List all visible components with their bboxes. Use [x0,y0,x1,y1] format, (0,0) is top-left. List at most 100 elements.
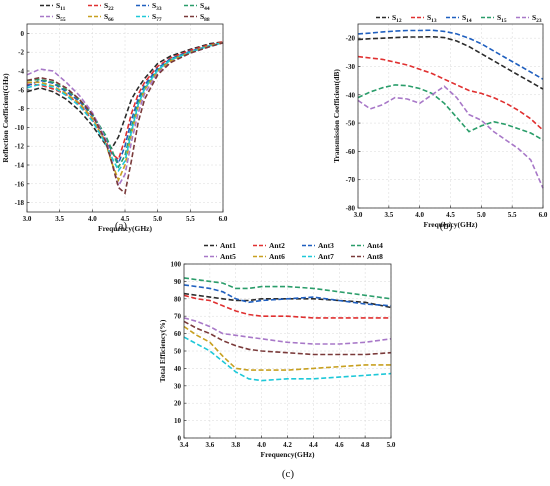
x-tick-label: 5.5 [508,211,517,219]
legend-item: S44 [184,1,210,12]
legend-label-subscript: 15 [501,18,507,24]
y-axis-label: Transmission Coefficient(dB) [332,69,341,163]
y-tick-label: 30 [174,382,182,390]
legend-label-text: Ant4 [367,241,383,250]
legend-label: S23 [532,13,542,24]
legend-item: Ant1 [204,241,236,250]
legend-label-text: Ant6 [269,252,285,261]
legend-item: Ant2 [253,241,285,250]
legend-label: S44 [200,1,210,12]
series-line-s66 [27,42,224,183]
legend-label-text: S [104,12,108,21]
y-tick-label: 40 [174,365,182,373]
legend: S12 S13 S14 S15 S23 [376,13,542,24]
legend-label: Ant5 [220,252,236,261]
legend-label-text: S [532,13,536,22]
panel-caption: (c) [282,468,295,480]
legend-label-subscript: 66 [108,17,114,23]
legend-item: S33 [136,1,162,12]
legend-item: Ant5 [204,252,236,261]
x-tick-label: 3.4 [180,441,189,449]
series-line-s77 [26,42,224,173]
x-tick-label: 3.5 [384,211,393,219]
series-line-s14 [357,29,544,80]
x-tick-label: 5.0 [387,441,396,449]
x-tick-label: 3.8 [231,441,240,449]
legend-item: S11 [40,1,66,12]
series-line-ant2 [183,294,391,319]
y-tick-label: -14 [15,162,25,170]
legend-label-text: S [392,13,396,22]
chart-panel-a: 3.0 3.5 4.0 4.5 5.0 5.5 6.0 0 -2 -4 -6 -8 -10 -12 -14 -… [1,1,228,233]
series-line-ant6 [183,325,391,371]
x-tick-label: 3.5 [55,215,64,223]
y-tick-label: 80 [174,295,182,303]
legend-item: S23 [516,13,542,24]
legend-label-text: S [200,12,204,21]
legend-label: Ant7 [318,252,334,261]
y-tick-label: -30 [346,63,356,71]
panel-caption: (a) [115,220,128,232]
x-axis-label: Frequency(GHz) [423,220,478,229]
x-tick-label: 6.0 [539,211,548,219]
x-tick-label: 4.8 [361,441,370,449]
legend-item: S55 [40,12,66,23]
y-tick-label: -2 [18,49,24,57]
x-tick-label: 3.0 [23,215,32,223]
series-line-s13 [357,55,544,131]
series-line-ant8 [183,320,392,356]
y-tick-label: -40 [346,91,356,99]
legend-label-text: S [462,13,466,22]
legend-item: S12 [376,13,402,24]
chart-panel-b: 3.0 3.5 4.0 4.5 5.0 5.5 6.0 -20 -30 -40 -50 -60 -70 -… [332,13,548,232]
legend-label-text: Ant8 [367,252,383,261]
legend-label: Ant6 [269,252,285,261]
legend-item: S15 [481,13,507,24]
legend-label-text: S [104,1,108,10]
legend-item: S88 [184,12,210,23]
x-tick-label: 4.6 [335,441,344,449]
legend-item: Ant6 [253,252,285,261]
legend-label-text: S [152,12,156,21]
y-axis-label: Total Efficiency(%) [158,319,167,382]
legend-label-subscript: 23 [536,18,542,24]
legend-label-text: Ant7 [318,252,334,261]
x-tick-label: 4.0 [415,211,424,219]
x-tick-label: 4.5 [446,211,455,219]
legend-label-text: Ant2 [269,241,285,250]
x-axis-label: Frequency(GHz) [98,224,153,233]
legend-label-text: S [200,1,204,10]
legend-label: S55 [56,12,66,23]
y-tick-label: 50 [174,348,182,356]
legend-label: S66 [104,12,114,23]
y-tick-label: 0 [178,435,182,443]
legend-label-subscript: 44 [204,6,210,12]
legend-item: S66 [88,12,114,23]
x-tick-label: 4.4 [309,441,318,449]
x-tick-label: 3.0 [354,211,363,219]
legend-label-text: S [497,13,501,22]
legend-label-text: Ant1 [220,241,236,250]
x-tick-label: 4.2 [283,441,292,449]
series-line-ant3 [183,284,392,307]
legend: Ant1 Ant2 Ant3 Ant4 Ant5 Ant6 Ant7 Ant8 [204,241,383,261]
legend-label: S12 [392,13,402,24]
legend-label: Ant2 [269,241,285,250]
series-line-s88 [26,42,224,195]
y-tick-label: -18 [15,199,25,207]
x-tick-label: 3.6 [206,441,215,449]
y-tick-label: -50 [346,120,356,128]
legend-label-subscript: 33 [156,6,162,12]
legend-label-subscript: 13 [431,18,437,24]
series-line-s11 [26,41,224,150]
x-tick-label: 5.5 [186,215,195,223]
legend-label: S15 [497,13,507,24]
legend-label: Ant8 [367,252,383,261]
x-tick-label: 4.5 [121,215,130,223]
series-line-s15 [357,84,544,141]
series-line-ant7 [183,336,392,382]
y-tick-label: 0 [21,30,25,38]
y-tick-label: -80 [346,205,356,213]
